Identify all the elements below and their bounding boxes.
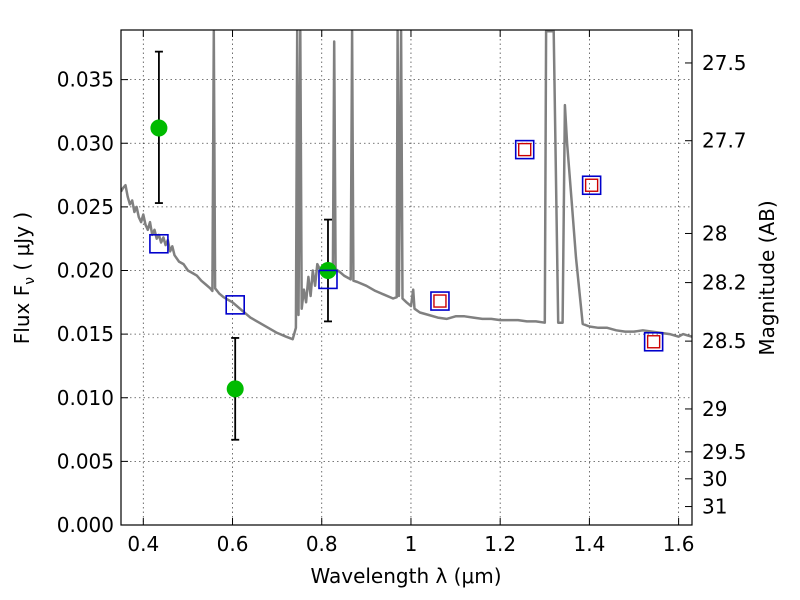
model-flux-square-blue [225, 295, 245, 315]
model-flux-square-blue [643, 331, 664, 352]
y-tick-label: 0.030 [57, 131, 114, 155]
x-tick-label: 0.6 [217, 532, 249, 556]
model-flux-square-red [433, 294, 447, 308]
model-flux-square-blue [149, 233, 169, 254]
y-tick-label: 0.015 [57, 322, 114, 346]
y2-tick-label: 27.5 [702, 51, 747, 75]
y2-tick-label: 28.2 [702, 271, 747, 295]
y2-tick-label: 28 [702, 221, 727, 245]
x-tick-label: 0.8 [306, 532, 338, 556]
y-tick-label: 0.005 [57, 449, 114, 473]
plot-area [121, 30, 692, 441]
model-spectrum-line [121, 30, 692, 341]
observed-flux-point [150, 119, 168, 137]
y2-tick-label: 29.5 [702, 440, 747, 464]
y-tick-label: 0.025 [57, 195, 114, 219]
y-axis-label-sub: ν [22, 277, 38, 285]
model-flux-square-blue [581, 175, 602, 196]
x-tick-label: 1 [405, 532, 418, 556]
model-flux-square-red [518, 142, 532, 157]
y2-tick-label: 28.5 [702, 329, 747, 353]
model-flux-square-blue [514, 139, 535, 160]
x-tick-label: 0.4 [127, 532, 159, 556]
y2-tick-label: 29 [702, 397, 727, 421]
y-tick-label: 0.010 [57, 386, 114, 410]
observed-flux-point [226, 380, 244, 398]
y-tick-label: 0.020 [57, 259, 114, 283]
x-tick-label: 1.6 [663, 532, 695, 556]
x-axis-label: Wavelength λ (μm) [310, 564, 501, 588]
grid-lines [121, 30, 692, 526]
y-axis-label-unit: ( μJy ) [10, 212, 34, 277]
y-tick-label: 0.035 [57, 68, 114, 92]
x-tick-label: 1.2 [484, 532, 516, 556]
y2-axis-label: Magnitude (AB) [755, 200, 779, 355]
model-flux-square-blue [318, 269, 338, 290]
y2-tick-label: 31 [702, 495, 727, 519]
y-axis-label: Flux Fν ( μJy ) [10, 212, 38, 344]
model-flux-square-red [646, 335, 661, 349]
model-flux-square-red [584, 178, 599, 192]
y-axis-label-main: Flux F [10, 285, 34, 344]
plot-frame [120, 29, 693, 526]
y-tick-label: 0.000 [57, 513, 114, 537]
model-flux-square-blue [430, 291, 450, 311]
y2-tick-label: 30 [702, 467, 727, 491]
axis-ticks: 0.4 0.6 0.8 1 1.2 1.4 1.6 0.000 0.005 0.010 0.015 0… [57, 30, 747, 556]
y2-tick-label: 27.7 [702, 129, 747, 153]
x-tick-label: 1.4 [573, 532, 605, 556]
